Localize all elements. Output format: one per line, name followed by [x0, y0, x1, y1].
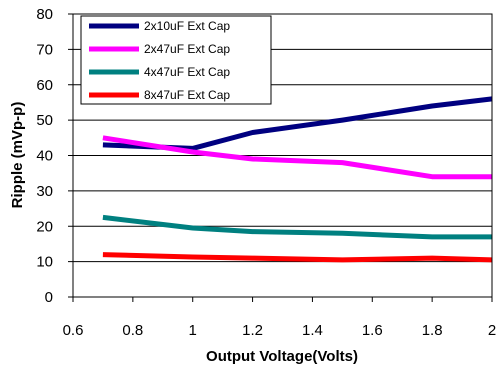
legend: 2x10uF Ext Cap 2x47uF Ext Cap 4x47uF Ext C… [80, 15, 272, 105]
x-tick-label-1.4: 1.4 [302, 322, 323, 339]
y-axis-ticks: 0 10 20 30 40 50 60 70 80 [36, 6, 73, 306]
y-axis-title: Ripple (mVp-p) [9, 102, 26, 209]
legend-box [80, 15, 272, 105]
x-tick-label-1: 1 [189, 322, 197, 339]
y-tick-label-30: 30 [36, 183, 53, 200]
x-tick-label-0.8: 0.8 [122, 322, 143, 339]
x-axis-ticks: 0.6 0.8 1 1.2 1.4 1.6 1.8 2 [63, 297, 496, 339]
series-line-2 [102, 135, 492, 180]
series-line-4 [102, 252, 493, 263]
x-tick-label-1.8: 1.8 [422, 322, 443, 339]
y-tick-label-0: 0 [45, 289, 53, 306]
legend-label-4: 8x47uF Ext Cap [144, 88, 230, 102]
series-line-1 [102, 96, 493, 151]
series-line-3 [102, 214, 492, 240]
y-tick-label-40: 40 [36, 148, 53, 165]
y-tick-label-50: 50 [36, 112, 53, 129]
y-tick-label-20: 20 [36, 218, 53, 235]
legend-label-2: 2x47uF Ext Cap [144, 42, 230, 56]
x-tick-label-2: 2 [488, 322, 496, 339]
x-axis-title: Output Voltage(Volts) [206, 348, 358, 365]
y-tick-label-60: 60 [36, 77, 53, 94]
series-lines [102, 96, 493, 263]
y-tick-label-10: 10 [36, 254, 53, 271]
legend-label-1: 2x10uF Ext Cap [144, 19, 230, 33]
legend-label-3: 4x47uF Ext Cap [144, 65, 230, 79]
x-tick-label-0.6: 0.6 [63, 322, 84, 339]
y-tick-label-70: 70 [36, 41, 53, 58]
y-tick-label-80: 80 [36, 6, 53, 23]
x-tick-label-1.6: 1.6 [362, 322, 383, 339]
x-tick-label-1.2: 1.2 [242, 322, 263, 339]
